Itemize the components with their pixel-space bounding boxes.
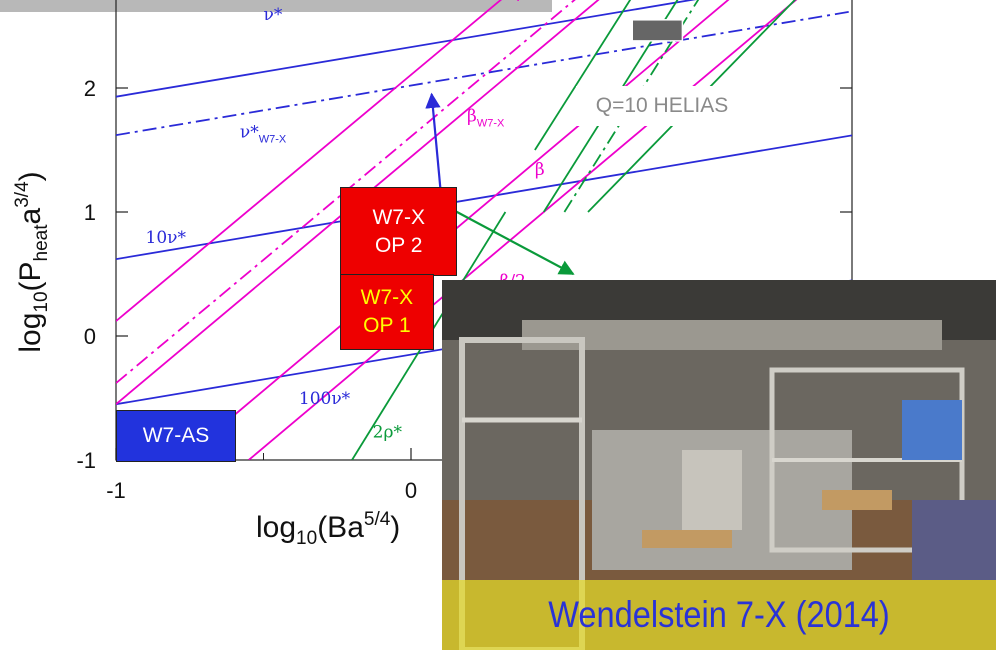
device-box-label: OP 1	[363, 314, 411, 338]
header-strip	[0, 0, 552, 12]
y-tick-label-3: 2	[84, 76, 96, 101]
x-tick-label-0: -1	[106, 478, 126, 503]
photo-caption: Wendelstein 7-X (2014)	[548, 594, 890, 635]
series-line-beta-6	[116, 0, 600, 405]
device-box-label: W7-AS	[142, 424, 210, 448]
helias-label: Q=10 HELIAS	[595, 94, 729, 117]
helias-marker	[631, 19, 684, 42]
y-tick-label-2: 1	[84, 200, 96, 225]
y-tick-label-0: -1	[76, 448, 96, 473]
y-tick-label-1: 0	[84, 324, 96, 349]
arrow-0	[425, 92, 442, 190]
line-label-5: βW7-X	[467, 106, 505, 129]
series-line-beta-4	[116, 0, 503, 322]
x-tick-label-1: 0	[405, 478, 417, 503]
series-line-nu-1	[116, 10, 852, 137]
line-label-0: ν*	[264, 5, 283, 25]
line-label-2: 10ν*	[146, 228, 187, 248]
photo-caption-bar: Wendelstein 7-X (2014)	[442, 580, 996, 650]
series-line-nu-2	[116, 134, 852, 261]
line-label-3: 100ν*	[299, 389, 351, 409]
device-box-label: W7-X	[372, 205, 425, 229]
device-box-label: OP 2	[374, 233, 423, 257]
y-axis-label: log10(Pheata3/4)	[12, 171, 52, 352]
series-line-rho-10	[534, 0, 632, 151]
line-label-4: 2β	[505, 0, 526, 2]
series-line-beta-8	[180, 0, 730, 460]
series-line-beta-5	[116, 0, 576, 384]
device-box-label: W7-X	[360, 286, 414, 310]
line-label-8: 2ρ*	[373, 423, 403, 443]
experiment-photo: Wendelstein 7-X (2014)	[442, 280, 996, 650]
device-box-1: W7-X OP 2	[340, 187, 458, 276]
device-box-0: W7-AS	[116, 410, 236, 462]
arrow-1	[451, 208, 575, 275]
x-axis-label: log10(Ba5/4)	[256, 509, 400, 549]
line-label-6: β	[535, 160, 545, 180]
device-box-2: W7-X OP 1	[340, 274, 434, 351]
line-label-1: ν*W7-X	[240, 123, 287, 146]
series-line-nu-0	[116, 0, 697, 98]
helias-annotation: Q=10 HELIAS	[576, 86, 748, 126]
